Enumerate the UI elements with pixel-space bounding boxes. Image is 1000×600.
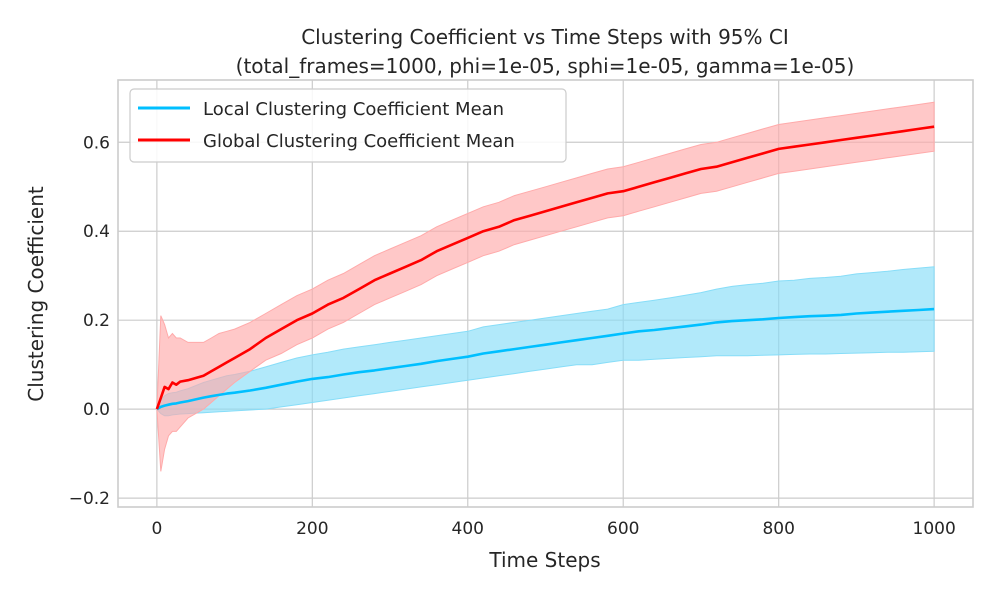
y-tick-label: 0.4 <box>83 222 110 242</box>
legend-box <box>129 88 567 163</box>
legend: Local Clustering Coefficient Mean Global… <box>129 88 567 163</box>
y-tick-label: 0.6 <box>83 133 110 153</box>
y-tick-label: −0.2 <box>69 489 110 509</box>
mean-line-global <box>155 125 935 410</box>
x-axis-label: Time Steps <box>488 548 600 572</box>
plot-frame <box>117 79 974 508</box>
x-tick-label: 0 <box>151 519 162 539</box>
legend-label-local: Local Clustering Coefficient Mean <box>203 99 504 120</box>
x-tick-label: 800 <box>762 519 794 539</box>
tick-labels: 0 200 400 600 800 1000 −0.2 0.0 0.2 0.4 0.6 <box>69 133 956 539</box>
x-tick-label: 200 <box>296 519 328 539</box>
x-tick-label: 400 <box>452 519 484 539</box>
y-axis-label: Clustering Coefficient <box>24 186 48 402</box>
ci-band-local <box>156 266 935 417</box>
series-lines <box>155 125 935 411</box>
x-tick-label: 1000 <box>913 519 956 539</box>
chart-subtitle: (total_frames=1000, phi=1e-05, sphi=1e-0… <box>236 54 855 78</box>
y-tick-label: 0.0 <box>83 400 110 420</box>
x-tick-label: 600 <box>607 519 639 539</box>
mean-line-local <box>156 307 935 411</box>
y-tick-label: 0.2 <box>83 311 110 331</box>
chart-title: Clustering Coefficient vs Time Steps wit… <box>301 25 789 49</box>
legend-label-global: Global Clustering Coefficient Mean <box>203 131 515 152</box>
